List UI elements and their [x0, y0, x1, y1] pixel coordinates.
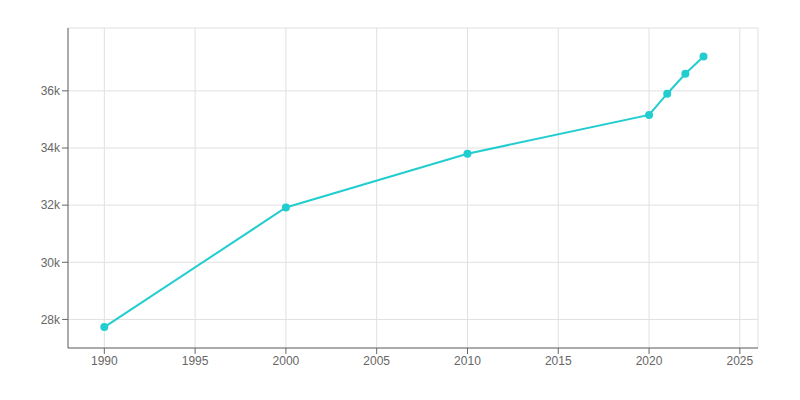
svg-text:2015: 2015	[545, 354, 572, 368]
svg-text:2025: 2025	[726, 354, 753, 368]
svg-text:2005: 2005	[363, 354, 390, 368]
svg-text:36k: 36k	[41, 84, 61, 98]
svg-text:1995: 1995	[182, 354, 209, 368]
svg-text:2000: 2000	[273, 354, 300, 368]
svg-text:34k: 34k	[41, 141, 61, 155]
svg-text:28k: 28k	[41, 313, 61, 327]
svg-text:32k: 32k	[41, 198, 61, 212]
svg-text:30k: 30k	[41, 256, 61, 270]
svg-text:2020: 2020	[636, 354, 663, 368]
svg-text:2010: 2010	[454, 354, 481, 368]
svg-text:1990: 1990	[91, 354, 118, 368]
